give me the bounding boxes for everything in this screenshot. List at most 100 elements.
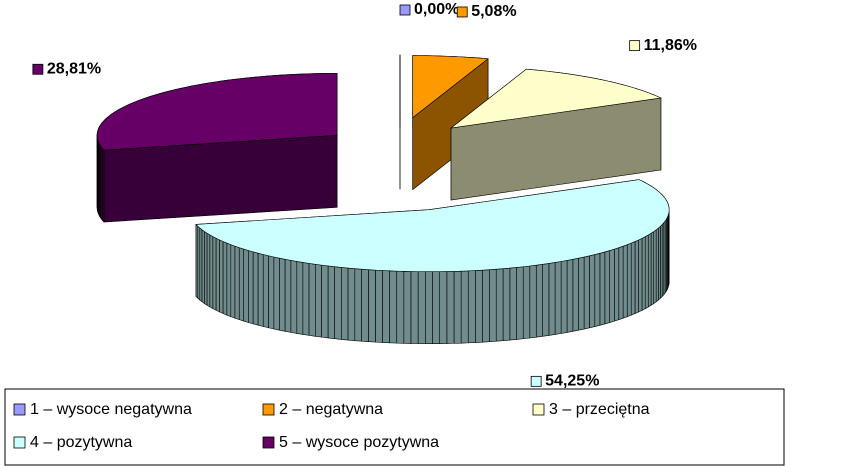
slice-side	[560, 260, 568, 334]
slice	[449, 68, 662, 201]
data-label: 5,08%	[471, 3, 516, 20]
slice-side	[354, 268, 362, 342]
slice-side	[467, 270, 476, 344]
slice-side	[243, 248, 249, 323]
legend-label: 3 – przeciętna	[549, 401, 650, 418]
slice-side	[529, 264, 537, 339]
slice-side	[548, 262, 556, 336]
slice-side	[238, 247, 245, 322]
label-key	[399, 4, 411, 16]
legend-label: 4 – pozytywna	[30, 434, 132, 451]
slice-side	[583, 255, 590, 330]
slice-side	[273, 256, 280, 331]
slice-side	[206, 232, 211, 308]
legend-key	[262, 436, 275, 449]
slice-side	[396, 270, 405, 344]
slice-side	[321, 264, 329, 339]
slice	[96, 73, 338, 223]
slice-side	[516, 266, 524, 340]
slice-side	[439, 271, 448, 344]
slice-side	[252, 251, 259, 326]
slice-side	[644, 234, 649, 309]
slice-side	[638, 238, 643, 313]
slice-side	[609, 248, 615, 323]
slice-side	[315, 263, 322, 338]
slice-side	[653, 229, 657, 304]
slice-side	[647, 233, 652, 308]
slice-side	[626, 242, 632, 318]
slice-side	[554, 261, 562, 335]
slice-side	[347, 267, 356, 341]
data-label: 54,25%	[545, 373, 599, 390]
slice	[412, 55, 489, 190]
slice-side	[482, 269, 490, 343]
slice-side	[650, 231, 655, 306]
slice-side	[417, 271, 426, 344]
slice-side	[215, 237, 220, 313]
slice-side	[389, 270, 398, 344]
slice-side	[432, 271, 441, 344]
slice-side	[599, 251, 606, 326]
slice-side	[302, 262, 310, 336]
legend-box	[4, 388, 785, 466]
slice-side	[226, 242, 232, 317]
slice-side	[495, 268, 504, 342]
slice-side	[201, 229, 205, 304]
label-key	[530, 375, 542, 387]
slice-side	[655, 227, 659, 303]
slice-side	[614, 247, 620, 322]
slice-side	[622, 244, 628, 319]
legend-key	[13, 403, 26, 416]
data-label: 28,81%	[47, 60, 101, 77]
slice-side	[361, 268, 369, 342]
slice-side	[460, 270, 469, 344]
label-key	[456, 6, 468, 18]
slice-top	[449, 68, 662, 129]
slice-side	[279, 257, 286, 332]
slice-side	[453, 270, 462, 344]
slice-side	[535, 264, 543, 338]
slice-side	[230, 244, 236, 319]
slice-side	[234, 245, 240, 320]
slice-side	[368, 269, 376, 343]
slice-side	[594, 252, 601, 327]
slice-top	[195, 179, 670, 272]
slice-side	[248, 250, 254, 325]
slice-side	[403, 271, 412, 344]
slice-side	[284, 258, 292, 333]
slice-top	[412, 55, 489, 119]
label-key	[32, 63, 44, 75]
slice-side	[634, 239, 639, 314]
slice-side	[219, 239, 224, 314]
slice-side	[212, 236, 217, 311]
slice-side	[641, 236, 646, 311]
slice-side	[589, 254, 596, 329]
slice-side	[268, 255, 275, 330]
slice-side	[630, 241, 636, 316]
slice-side	[341, 267, 349, 341]
legend-key	[262, 403, 275, 416]
slice-side	[578, 256, 585, 331]
slice-side	[375, 269, 383, 343]
legend-label: 5 – wysoce pozytywna	[279, 434, 439, 451]
slice-side	[618, 245, 624, 320]
legend-key	[13, 436, 26, 449]
slice-side	[509, 267, 517, 341]
slice-side	[382, 270, 390, 344]
legend-label: 1 – wysoce negatywna	[30, 401, 192, 418]
slice-side	[604, 250, 610, 325]
legend-key	[532, 403, 545, 416]
label-key	[629, 40, 641, 52]
slice-side	[199, 227, 203, 303]
slice-side	[425, 271, 433, 344]
legend-label: 2 – negatywna	[279, 401, 383, 418]
slice-side	[658, 225, 661, 301]
slice-side	[522, 265, 531, 340]
slice-side	[334, 266, 342, 340]
slice-side	[290, 260, 298, 334]
slice-side	[102, 147, 105, 223]
slice-side	[103, 135, 338, 223]
slice-side	[197, 225, 201, 301]
slice-side	[296, 261, 304, 335]
